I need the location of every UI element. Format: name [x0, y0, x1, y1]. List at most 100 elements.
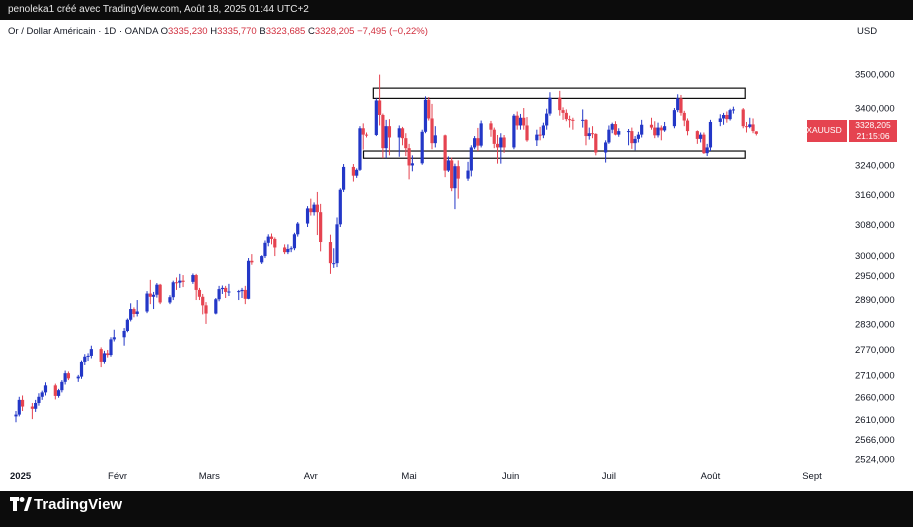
candle-body	[682, 112, 686, 121]
candle-body	[672, 110, 677, 127]
candle-body	[338, 189, 342, 225]
candle-body	[512, 115, 516, 148]
candle-body	[741, 109, 745, 127]
candle-body	[400, 128, 405, 139]
candle-body	[397, 128, 401, 138]
candle-body	[194, 275, 198, 290]
candle-body	[558, 97, 562, 111]
candle-body	[561, 110, 565, 113]
candle-body	[545, 113, 549, 126]
candle-body	[106, 353, 110, 356]
candle-body	[86, 355, 90, 357]
candle-body	[312, 204, 316, 213]
candle-body	[319, 212, 323, 243]
candle-body	[699, 134, 703, 139]
candle-body	[296, 223, 300, 235]
candle-body	[499, 137, 503, 148]
candle-body	[125, 319, 129, 331]
candle-body	[63, 373, 67, 382]
candle-body	[456, 166, 460, 179]
candle-body	[155, 284, 159, 295]
candle-body	[309, 208, 313, 213]
candle-body	[469, 147, 473, 171]
candle-body	[705, 147, 709, 154]
candle-body	[748, 124, 752, 127]
candle-body	[214, 299, 218, 314]
brand-name: TradingView	[34, 496, 123, 513]
close-label: C	[307, 26, 315, 37]
candle-body	[292, 234, 297, 249]
candle-body	[378, 100, 382, 115]
candle-body	[731, 109, 735, 111]
candle-body	[76, 376, 80, 379]
candle-body	[269, 236, 274, 239]
candle-body	[522, 117, 526, 126]
symbol-legend: Or / Dollar Américain · 1D · OANDA O3335…	[8, 26, 428, 37]
x-tick-label: 2025	[10, 471, 32, 482]
y-tick-label: 2524,000	[855, 454, 895, 465]
y-tick-label: 2566,000	[855, 435, 895, 446]
range-zone-box	[362, 150, 746, 159]
candle-body	[335, 224, 339, 264]
candle-body	[30, 406, 34, 409]
candle-body	[286, 249, 290, 253]
candle-body	[656, 127, 660, 136]
candle-body	[676, 98, 680, 111]
y-tick-label: 2610,000	[855, 415, 895, 426]
candle-body	[246, 260, 251, 299]
candle-body	[227, 291, 231, 293]
candle-body	[502, 137, 506, 148]
candle-body	[37, 396, 41, 403]
candle-body	[20, 399, 25, 407]
candle-body	[636, 134, 640, 139]
candle-body	[204, 305, 208, 314]
candle-body	[129, 309, 133, 320]
candle-body	[250, 260, 254, 263]
candle-body	[289, 248, 293, 250]
symbol-name: Or / Dollar Américain · 1D · OANDA	[8, 26, 158, 37]
x-tick-label: Avr	[304, 471, 318, 482]
candle-body	[702, 134, 706, 154]
candle-body	[535, 134, 539, 141]
candle-body	[515, 115, 519, 126]
candle-body	[34, 402, 38, 409]
candle-body	[495, 143, 500, 148]
candle-body	[99, 349, 103, 362]
candle-body	[564, 112, 568, 120]
candle-body	[17, 399, 21, 415]
last-price-value: 3328,205	[855, 120, 891, 130]
candle-body	[571, 119, 575, 121]
candle-body	[237, 291, 241, 293]
candle-body	[594, 133, 598, 153]
candle-body	[754, 131, 758, 134]
candle-body	[679, 98, 683, 113]
candle-body	[630, 131, 634, 144]
candle-body	[315, 204, 319, 213]
candle-body	[541, 125, 545, 136]
close-value: 3328,205	[314, 26, 355, 37]
y-tick-label: 3080,000	[855, 220, 895, 231]
candle-body	[102, 353, 107, 362]
candle-body	[410, 163, 414, 166]
y-tick-label: 3000,000	[855, 251, 895, 262]
candle-body	[191, 275, 195, 282]
candle-body	[56, 390, 61, 396]
candle-body	[224, 287, 228, 292]
candle-body	[721, 114, 726, 119]
candle-body	[489, 123, 493, 130]
open-value: 3335,230	[167, 26, 208, 37]
change-value: −7,495 (−0,22%)	[357, 26, 428, 37]
high-label: H	[210, 26, 218, 37]
candle-body	[355, 169, 359, 176]
candle-body	[89, 349, 93, 356]
candle-body	[525, 125, 529, 141]
currency-label[interactable]: USD	[857, 26, 878, 37]
candle-body	[53, 385, 57, 396]
candle-body	[708, 121, 713, 148]
tradingview-logo-icon	[10, 497, 32, 516]
candle-body	[14, 414, 18, 417]
candle-body	[79, 361, 84, 377]
candle-body	[332, 263, 336, 265]
candle-body	[649, 124, 654, 128]
